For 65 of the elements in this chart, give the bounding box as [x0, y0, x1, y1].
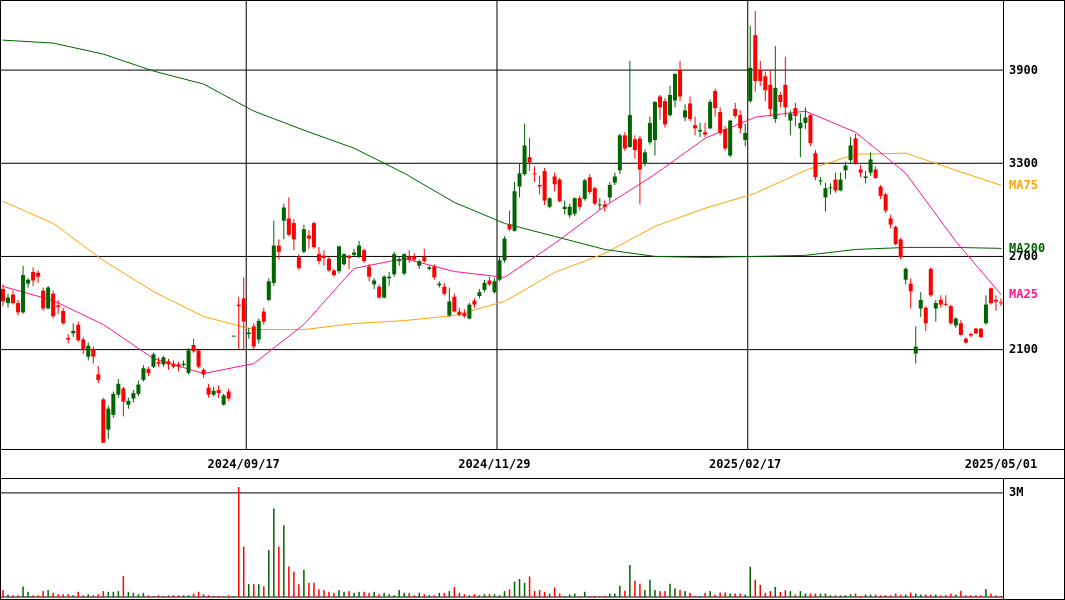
candlestick	[713, 88, 718, 118]
candlestick	[121, 386, 126, 417]
line-series	[2, 110, 1002, 375]
candlestick	[983, 294, 988, 326]
candlestick	[51, 290, 56, 320]
candlestick	[803, 106, 808, 130]
candlestick	[502, 235, 507, 264]
candlestick	[798, 113, 803, 158]
candlestick	[557, 177, 562, 203]
candlestick	[41, 287, 46, 312]
y-tick-label: 3900	[1009, 62, 1038, 77]
candlestick	[998, 297, 1003, 307]
y-tick-label: 3M	[1009, 485, 1024, 500]
x-tick-label: 2025/02/17	[709, 456, 782, 471]
candlestick	[532, 165, 537, 183]
candlestick	[923, 305, 928, 332]
candlestick	[743, 123, 748, 147]
candlestick	[276, 238, 281, 261]
series-label: MA25	[1009, 286, 1038, 301]
candlestick	[868, 151, 873, 177]
candlestick	[703, 122, 708, 138]
candlestick	[447, 287, 452, 318]
candlestick	[688, 96, 693, 122]
candlestick	[256, 318, 261, 344]
candlestick	[918, 291, 923, 318]
candlestick	[186, 347, 191, 375]
candlestick	[281, 203, 286, 240]
candlestick	[572, 196, 577, 217]
candlestick	[527, 137, 532, 172]
series-label: MA75	[1009, 177, 1038, 192]
candlestick	[251, 322, 256, 351]
candlestick	[622, 131, 627, 152]
candlestick	[46, 285, 51, 310]
candlestick	[693, 116, 698, 136]
candlestick	[241, 276, 246, 350]
candlestick	[823, 182, 828, 212]
x-tick-label: 2024/11/29	[458, 456, 531, 471]
candlestick	[683, 103, 688, 122]
candlestick	[848, 136, 853, 164]
x-tick-label: 2025/05/01	[964, 456, 1038, 471]
candlestick	[582, 178, 587, 202]
candlestick	[291, 218, 296, 251]
candlestick	[607, 181, 612, 203]
candlestick	[662, 97, 667, 129]
candlestick	[908, 277, 913, 309]
candlestick	[943, 294, 948, 307]
candlestick	[31, 266, 36, 287]
candlestick	[301, 224, 306, 254]
candlestick	[948, 304, 953, 326]
candlestick	[838, 172, 843, 192]
candlestick	[597, 197, 602, 211]
candlestick	[392, 251, 397, 278]
candlestick	[833, 172, 838, 194]
candlestick	[793, 102, 798, 127]
line-series	[2, 39, 1002, 258]
candlestick	[6, 293, 11, 309]
candlestick	[76, 321, 81, 343]
x-tick-label: 2024/09/17	[207, 456, 280, 471]
candlestick	[497, 255, 502, 282]
candlestick	[1, 283, 6, 307]
candlestick	[933, 299, 938, 323]
y-tick-label: 3300	[1009, 155, 1038, 170]
candlestick	[828, 182, 833, 195]
candlestick	[788, 109, 793, 136]
y-tick-label: 2100	[1009, 342, 1038, 357]
